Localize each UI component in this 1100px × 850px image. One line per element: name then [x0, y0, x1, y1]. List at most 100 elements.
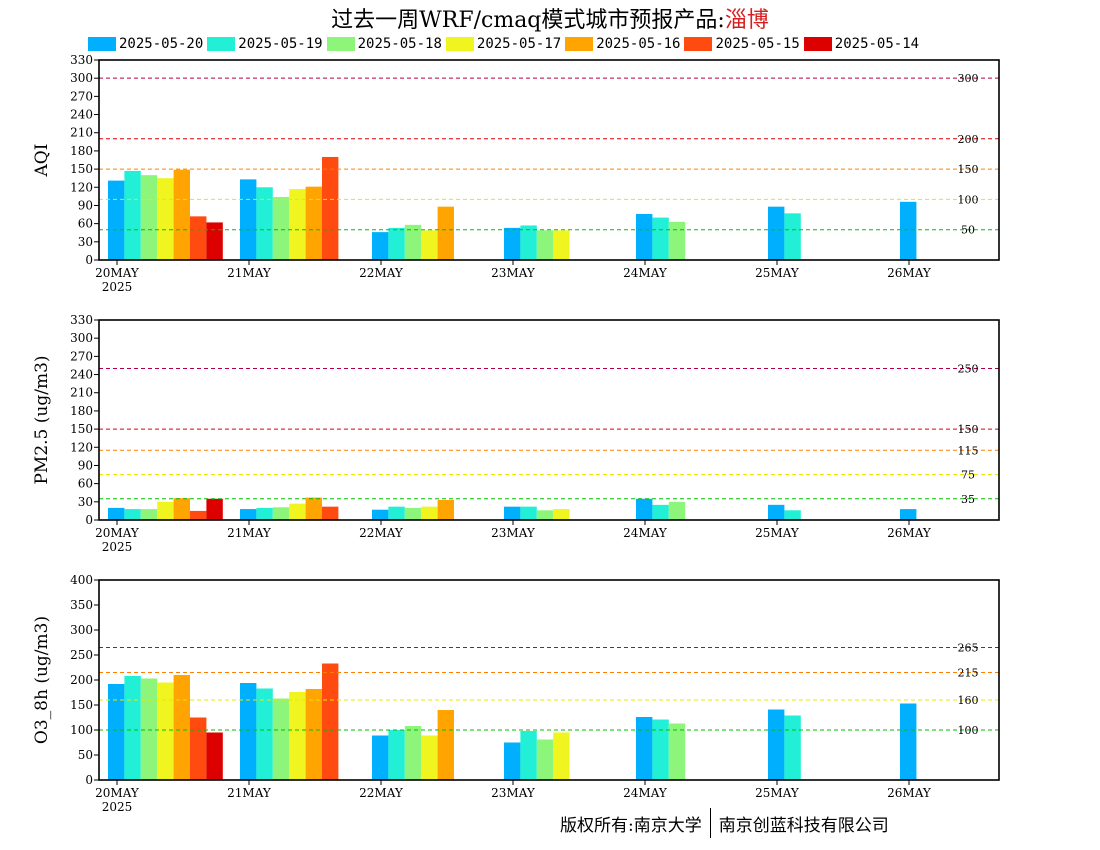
y-tick-label: 30	[78, 235, 93, 249]
bar	[421, 506, 438, 520]
legend-swatch	[326, 37, 355, 51]
legend-item-2025-05-19: 2025-05-19	[207, 36, 326, 52]
y-tick-label: 350	[70, 598, 93, 612]
bar	[504, 227, 521, 260]
legend-label: 2025-05-16	[596, 36, 681, 52]
y-tick-label: 270	[70, 349, 93, 363]
x-tick-label: 25MAY	[755, 786, 800, 800]
bar	[190, 510, 207, 520]
bar	[504, 506, 521, 520]
bar	[305, 689, 322, 780]
bar	[206, 222, 223, 260]
y-axis-label: O3_8h (ug/m3)	[32, 616, 52, 744]
bar	[536, 510, 554, 520]
bar	[124, 676, 141, 780]
x-tick-label: 20MAY	[95, 786, 140, 800]
y-tick-label: 0	[85, 253, 93, 267]
bar	[404, 507, 422, 520]
bar	[668, 723, 686, 780]
bar	[173, 498, 190, 520]
legend-item-2025-05-14: 2025-05-14	[803, 36, 923, 52]
x-year-label: 2025	[102, 280, 133, 294]
threshold-label: 250	[958, 362, 979, 375]
bar	[305, 186, 322, 260]
threshold-label: 50	[961, 224, 975, 237]
legend-item-2025-05-18: 2025-05-18	[326, 36, 446, 52]
threshold-label: 300	[958, 72, 979, 85]
bar	[668, 501, 686, 520]
x-tick-label: 25MAY	[755, 266, 800, 280]
x-tick-label: 23MAY	[491, 786, 536, 800]
threshold-label: 100	[958, 193, 979, 206]
threshold-label: 115	[958, 444, 979, 457]
y-tick-label: 210	[70, 386, 93, 400]
legend-swatch	[565, 37, 594, 51]
legend-item-2025-05-15: 2025-05-15	[684, 36, 803, 52]
bar	[437, 710, 454, 780]
bar	[322, 156, 339, 260]
x-tick-label: 25MAY	[755, 526, 800, 540]
bar	[240, 509, 257, 520]
y-axis-label: PM2.5 (ug/m3)	[32, 355, 52, 484]
y-tick-label: 300	[70, 331, 93, 345]
bar	[504, 742, 521, 780]
y-tick-label: 200	[70, 673, 93, 687]
x-tick-label: 21MAY	[227, 526, 272, 540]
bar	[768, 206, 785, 260]
legend-label: 2025-05-20	[119, 36, 204, 52]
bar	[272, 196, 290, 260]
bar	[305, 497, 322, 520]
bar	[388, 506, 405, 520]
plot-frame	[98, 319, 1000, 521]
bar	[388, 227, 405, 260]
y-tick-label: 240	[70, 368, 93, 382]
bar	[322, 506, 339, 520]
legend-swatch	[445, 37, 474, 51]
x-tick-label: 21MAY	[227, 786, 272, 800]
bar	[157, 178, 174, 260]
legend-label: 2025-05-14	[834, 36, 920, 52]
y-tick-label: 400	[70, 573, 93, 587]
chart-panel-3: 265 215 160 100 0 50 100 150 200 250 300 350 400 20MA…	[32, 573, 1000, 814]
footer-left: 版权所有:南京大学	[560, 815, 702, 836]
bar	[272, 698, 290, 780]
bar	[437, 500, 454, 520]
bar	[173, 169, 190, 260]
bar	[784, 213, 801, 260]
bar	[652, 719, 669, 780]
bar	[437, 206, 454, 260]
y-tick-label: 100	[70, 723, 93, 737]
bar	[520, 731, 537, 780]
bar	[124, 170, 141, 260]
bar	[173, 675, 190, 780]
bar	[900, 201, 917, 260]
y-tick-label: 330	[70, 313, 93, 327]
x-tick-label: 26MAY	[887, 266, 932, 280]
legend-label: 2025-05-17	[476, 36, 562, 52]
bar	[553, 230, 570, 260]
bar	[636, 498, 653, 520]
bar	[536, 739, 554, 780]
x-tick-label: 26MAY	[887, 526, 932, 540]
y-tick-label: 90	[78, 458, 93, 472]
y-tick-label: 0	[85, 773, 93, 787]
footer-separator	[709, 808, 711, 838]
bar	[289, 503, 306, 520]
chart-panel-2: 250 150 115 75 35 0 30 60 90 120 150 180 210 240 270 30…	[32, 313, 1000, 554]
y-tick-label: 120	[70, 180, 93, 194]
x-year-label: 2025	[102, 800, 133, 814]
bar	[536, 230, 554, 260]
x-tick-label: 24MAY	[623, 266, 668, 280]
bar	[900, 509, 917, 520]
legend-item-2025-05-17: 2025-05-17	[445, 36, 565, 52]
x-tick-label: 20MAY	[95, 266, 140, 280]
bar	[784, 510, 801, 520]
bar	[108, 180, 125, 260]
bar	[256, 507, 273, 520]
bar	[140, 509, 158, 520]
title-city: 淄博	[724, 8, 769, 33]
bar	[256, 187, 273, 260]
bar	[768, 504, 785, 520]
bar	[421, 735, 438, 780]
